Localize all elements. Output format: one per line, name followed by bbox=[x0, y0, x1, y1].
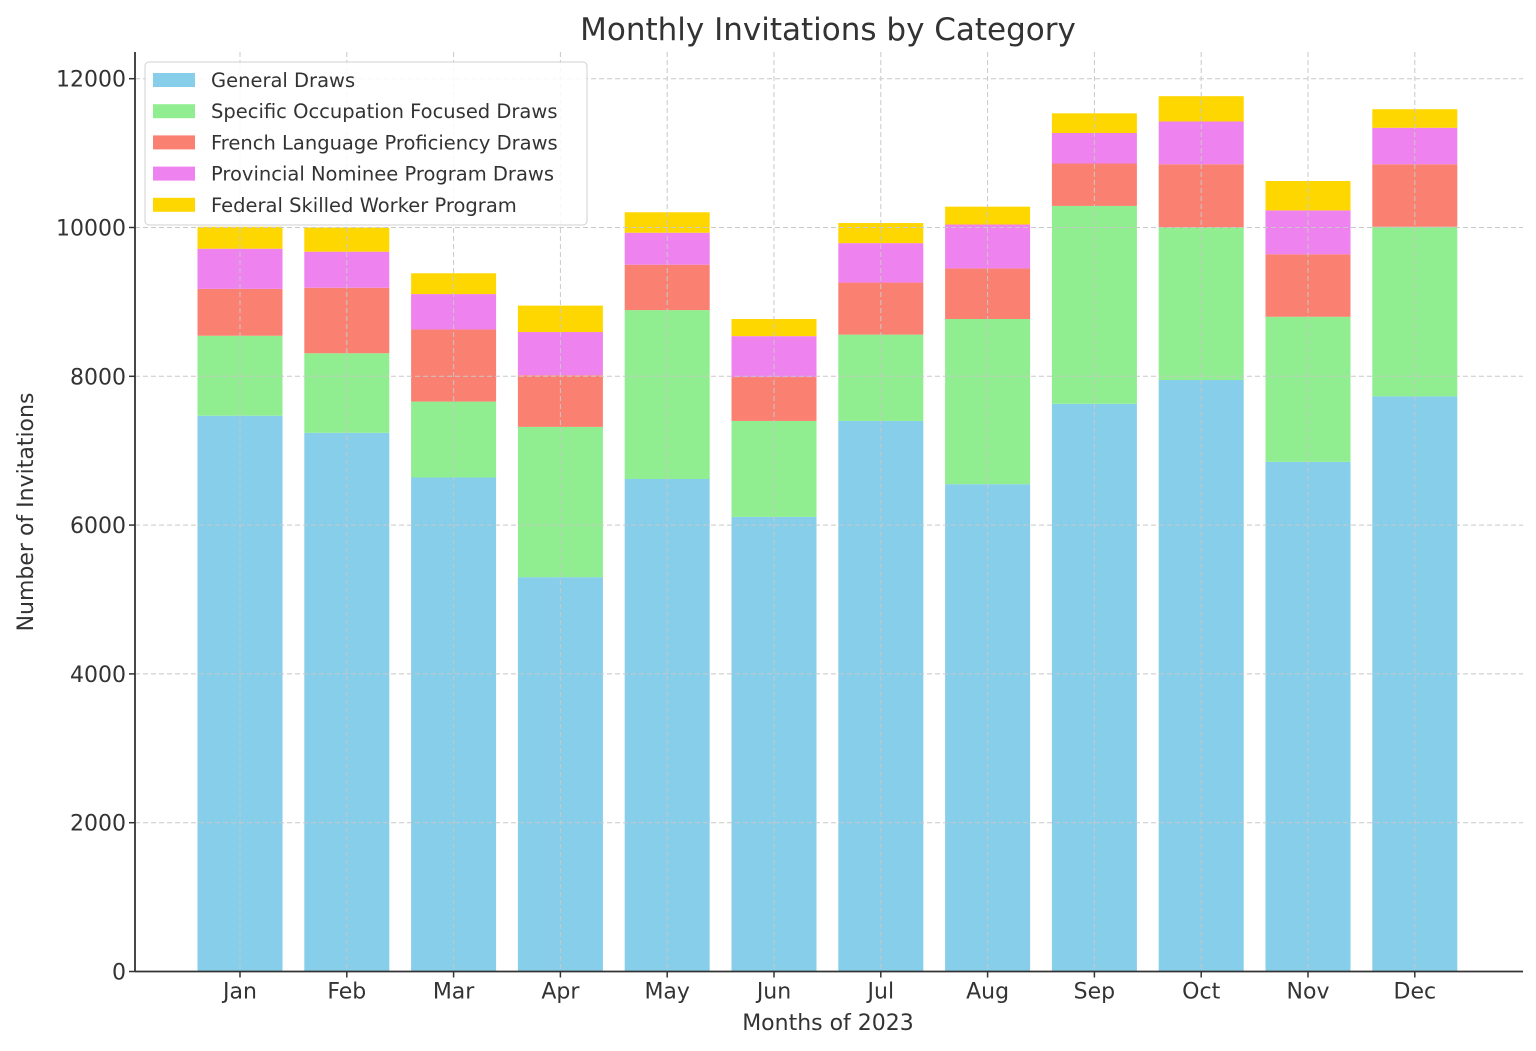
x-tick-label: Jan bbox=[221, 980, 257, 1005]
legend-swatch bbox=[153, 166, 195, 181]
bar-segment-mar-federal-skilled-worker-program bbox=[411, 273, 497, 295]
y-tick-label: 8000 bbox=[70, 365, 126, 390]
y-tick-label: 2000 bbox=[70, 812, 126, 837]
legend-swatch bbox=[153, 104, 195, 119]
y-tick-label: 10000 bbox=[56, 217, 126, 242]
y-tick-label: 6000 bbox=[70, 514, 126, 539]
bar-segment-jul-federal-skilled-worker-program bbox=[838, 223, 924, 244]
y-ticks: 0 2000 4000 6000 8000 10000 12000 bbox=[56, 68, 135, 986]
axes bbox=[134, 52, 1523, 973]
legend-swatch bbox=[153, 135, 195, 150]
x-tick-label: Jul bbox=[866, 980, 895, 1005]
legend: General Draws Specific Occupation Focused… bbox=[144, 61, 588, 226]
x-tick-label: Dec bbox=[1394, 980, 1437, 1005]
legend-label: Provincial Nominee Program Draws bbox=[211, 163, 554, 186]
x-tick-label: May bbox=[644, 980, 689, 1005]
legend-label: General Draws bbox=[211, 69, 355, 92]
y-tick-label: 4000 bbox=[70, 663, 126, 688]
bar-segment-sep-federal-skilled-worker-program bbox=[1051, 113, 1137, 134]
chart-title: Monthly Invitations by Category bbox=[580, 12, 1076, 48]
x-ticks: Jan Feb Mar Apr May Jun Jul Aug Sep Oct Nov Dec bbox=[221, 971, 1437, 1005]
legend-swatch bbox=[153, 73, 195, 87]
legend-label: Specific Occupation Focused Draws bbox=[211, 100, 557, 123]
legend-box bbox=[144, 61, 588, 226]
x-tick-label: Mar bbox=[433, 980, 475, 1005]
x-tick-label: Jun bbox=[755, 980, 791, 1005]
x-tick-label: Apr bbox=[541, 980, 580, 1005]
x-tick-label: Oct bbox=[1182, 980, 1220, 1005]
y-axis-label: Number of Invitations bbox=[14, 393, 39, 632]
legend-swatch bbox=[153, 197, 195, 212]
x-tick-label: Nov bbox=[1287, 980, 1330, 1005]
x-tick-label: Feb bbox=[327, 980, 366, 1005]
y-tick-label: 12000 bbox=[56, 68, 126, 93]
bar-segment-may-specific-occupation-focused-draws bbox=[624, 310, 710, 479]
x-tick-label: Aug bbox=[966, 980, 1009, 1005]
x-tick-label: Sep bbox=[1074, 980, 1115, 1005]
y-tick-label: 0 bbox=[112, 961, 126, 986]
legend-label: French Language Proficiency Draws bbox=[211, 131, 558, 154]
legend-label: Federal Skilled Worker Program bbox=[211, 194, 517, 217]
x-axis-label: Months of 2023 bbox=[742, 1011, 914, 1036]
